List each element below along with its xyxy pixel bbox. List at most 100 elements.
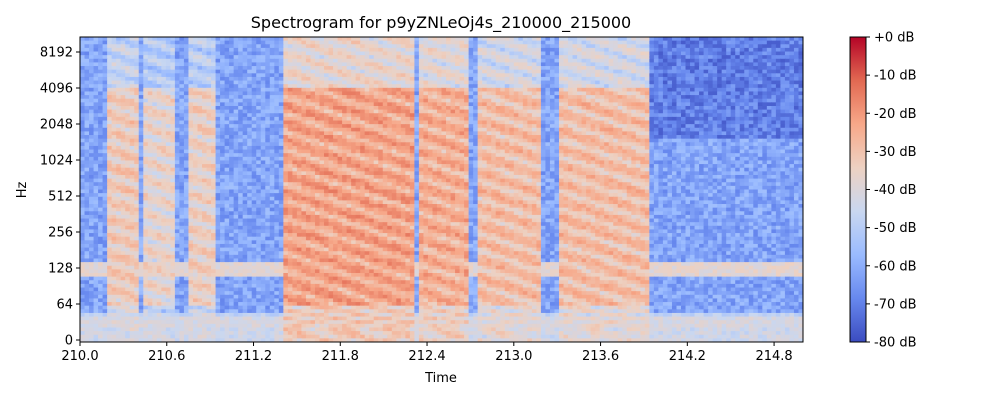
spectrogram-cell (120, 124, 126, 129)
spectrogram-cell (387, 135, 393, 140)
spectrogram-cell (84, 62, 90, 67)
spectrogram-cell (653, 55, 659, 60)
spectrogram-cell (798, 37, 803, 42)
spectrogram-cell (446, 113, 452, 118)
spectrogram-cell (84, 58, 90, 64)
spectrogram-cell (396, 87, 402, 93)
spectrogram-cell (405, 80, 411, 85)
spectrogram-cell (423, 142, 429, 147)
spectrogram-cell (671, 131, 678, 136)
spectrogram-cell (80, 66, 86, 71)
spectrogram-cell (400, 66, 406, 71)
spectrogram-cell (455, 73, 461, 78)
spectrogram-cell (482, 113, 488, 118)
spectrogram-cell (680, 62, 687, 67)
spectrogram-cell (319, 105, 325, 111)
spectrogram-cell (762, 37, 768, 42)
spectrogram-cell (165, 73, 171, 78)
spectrogram-cell (310, 40, 316, 45)
spectrogram-cell (342, 131, 348, 136)
spectrogram-cell (156, 47, 162, 53)
spectrogram-cell (319, 37, 325, 42)
spectrogram-cell (441, 109, 447, 114)
spectrogram-cell (138, 76, 144, 82)
spectrogram-cell (662, 37, 669, 42)
spectrogram-cell (342, 73, 348, 78)
spectrogram-cell (635, 113, 641, 118)
spectrogram-cell (256, 80, 262, 85)
spectrogram-cell (260, 109, 266, 114)
spectrogram-cell (125, 80, 131, 85)
spectrogram-cell (604, 69, 610, 74)
spectrogram-cell (753, 62, 759, 67)
spectrogram-cell (409, 98, 415, 103)
spectrogram-cell (658, 105, 664, 111)
spectrogram-cell (509, 131, 515, 136)
spectrogram-cell (310, 73, 316, 78)
spectrogram-cell (120, 87, 126, 93)
spectrogram-cell (427, 91, 434, 96)
spectrogram-cell (256, 47, 262, 53)
spectrogram-cell (676, 44, 682, 49)
spectrogram-cell (346, 127, 352, 132)
spectrogram-cell (626, 58, 632, 64)
spectrogram-cell (238, 109, 244, 114)
spectrogram-cell (617, 120, 623, 125)
spectrogram-cell (400, 135, 406, 140)
spectrogram-cell (337, 51, 343, 56)
spectrogram-cell (342, 47, 348, 53)
spectrogram-cell (188, 44, 194, 49)
spectrogram-cell (671, 95, 678, 100)
spectrogram-cell (89, 87, 95, 93)
spectrogram-cell (477, 76, 483, 82)
spectrogram-cell (753, 80, 759, 85)
spectrogram-cell (712, 131, 718, 136)
spectrogram-cell (748, 44, 754, 49)
spectrogram-cell (644, 105, 650, 111)
spectrogram-cell (202, 145, 208, 151)
spectrogram-cell (545, 98, 551, 103)
spectrogram-cell (188, 66, 194, 71)
spectrogram-cell (757, 105, 763, 111)
spectrogram-cell (206, 116, 212, 122)
spectrogram-cell (477, 131, 483, 136)
spectrogram-cell (400, 124, 406, 129)
spectrogram-cell (120, 76, 126, 82)
spectrogram-cell (89, 113, 95, 118)
spectrogram-cell (509, 37, 515, 42)
spectrogram-cell (314, 76, 321, 82)
spectrogram-cell (206, 131, 212, 136)
spectrogram-cell (753, 87, 759, 93)
spectrogram-cell (572, 124, 578, 129)
spectrogram-cell (721, 127, 727, 132)
spectrogram-cell (500, 69, 506, 74)
spectrogram-cell (744, 138, 750, 143)
spectrogram-cell (762, 84, 768, 89)
spectrogram-cell (292, 105, 298, 111)
spectrogram-cell (342, 76, 348, 82)
spectrogram-cell (382, 69, 388, 74)
spectrogram-cell (568, 113, 574, 118)
spectrogram-cell (500, 120, 506, 125)
spectrogram-cell (518, 120, 524, 125)
spectrogram-cell (215, 116, 221, 122)
spectrogram-cell (423, 145, 429, 151)
spectrogram-cell (269, 37, 275, 42)
spectrogram-cell (685, 138, 691, 143)
spectrogram-cell (631, 102, 637, 107)
spectrogram-cell (202, 58, 208, 64)
spectrogram-cell (432, 91, 438, 96)
spectrogram-cell (202, 142, 208, 147)
spectrogram-cell (748, 80, 754, 85)
spectrogram-cell (590, 131, 596, 136)
spectrogram-cell (527, 40, 533, 45)
spectrogram-cell (572, 109, 578, 114)
spectrogram-cell (423, 116, 429, 122)
spectrogram-cell (446, 44, 452, 49)
spectrogram-cell (703, 95, 709, 100)
spectrogram-cell (129, 51, 135, 56)
spectrogram-cell (658, 109, 664, 114)
spectrogram-cell (495, 131, 501, 136)
spectrogram-cell (473, 124, 479, 129)
spectrogram-cell (179, 98, 185, 103)
